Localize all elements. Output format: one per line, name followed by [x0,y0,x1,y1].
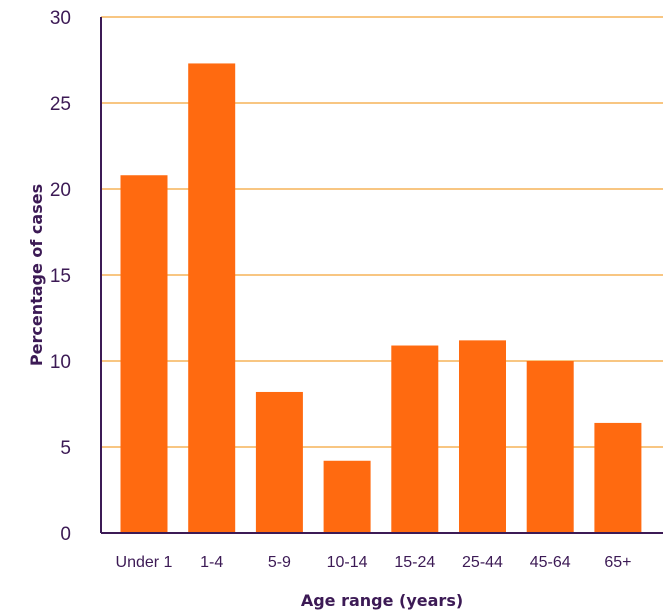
y-tick-label-25: 25 [50,94,71,115]
y-tick-labels: 0 5 10 15 20 25 30 [50,8,71,545]
x-tick-label-45-64: 45-64 [530,554,571,571]
x-tick-label-65-: 65+ [604,554,631,571]
y-tick-label-15: 15 [50,266,71,287]
x-axis-title: Age range (years) [301,591,463,610]
y-axis-title: Percentage of cases [27,184,46,366]
y-tick-label-0: 0 [60,524,71,545]
bar-under-1 [120,175,168,534]
bar-65- [594,422,642,533]
axes [100,17,663,534]
bars [120,63,642,534]
y-tick-label-10: 10 [50,352,71,373]
x-tick-label-1-4: 1-4 [200,554,223,571]
x-tick-label-5-9: 5-9 [268,554,291,571]
bar-5-9 [255,391,303,533]
bar-15-24 [391,345,439,533]
x-tick-label-10-14: 10-14 [327,554,368,571]
y-tick-label-30: 30 [50,8,71,29]
bar-45-64 [526,361,574,533]
x-tick-label-15-24: 15-24 [394,554,435,571]
y-tick-label-20: 20 [50,180,71,201]
x-tick-label-25-44: 25-44 [462,554,503,571]
gridlines [101,16,663,448]
x-tick-label-under-1: Under 1 [116,554,173,571]
bar-25-44 [459,340,506,533]
bar-1-4 [188,63,236,533]
x-tick-labels: Under 1 1-4 5-9 10-14 15-24 25-44 45-64 65+ [116,554,632,571]
y-tick-label-5: 5 [60,438,71,459]
bar-10-14 [323,460,371,533]
